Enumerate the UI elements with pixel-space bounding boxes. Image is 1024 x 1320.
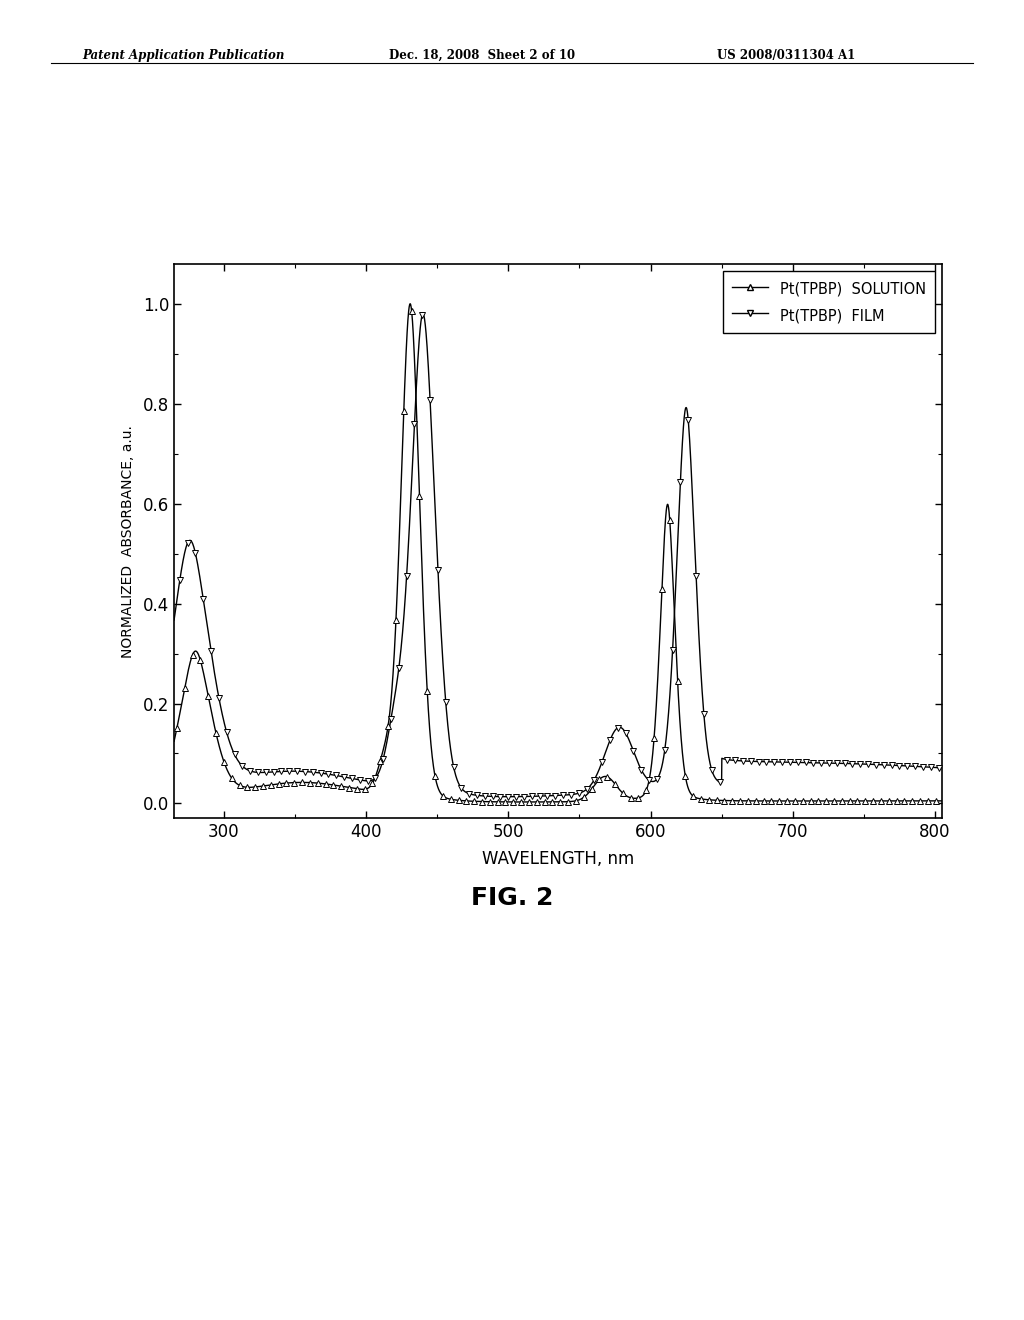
Legend: Pt(TPBP)  SOLUTION, Pt(TPBP)  FILM: Pt(TPBP) SOLUTION, Pt(TPBP) FILM — [723, 272, 935, 333]
Text: FIG. 2: FIG. 2 — [471, 886, 553, 909]
Text: US 2008/0311304 A1: US 2008/0311304 A1 — [717, 49, 855, 62]
Text: Dec. 18, 2008  Sheet 2 of 10: Dec. 18, 2008 Sheet 2 of 10 — [389, 49, 575, 62]
Text: Patent Application Publication: Patent Application Publication — [82, 49, 285, 62]
X-axis label: WAVELENGTH, nm: WAVELENGTH, nm — [482, 850, 634, 867]
Y-axis label: NORMALIZED  ABSORBANCE, a.u.: NORMALIZED ABSORBANCE, a.u. — [121, 425, 134, 657]
